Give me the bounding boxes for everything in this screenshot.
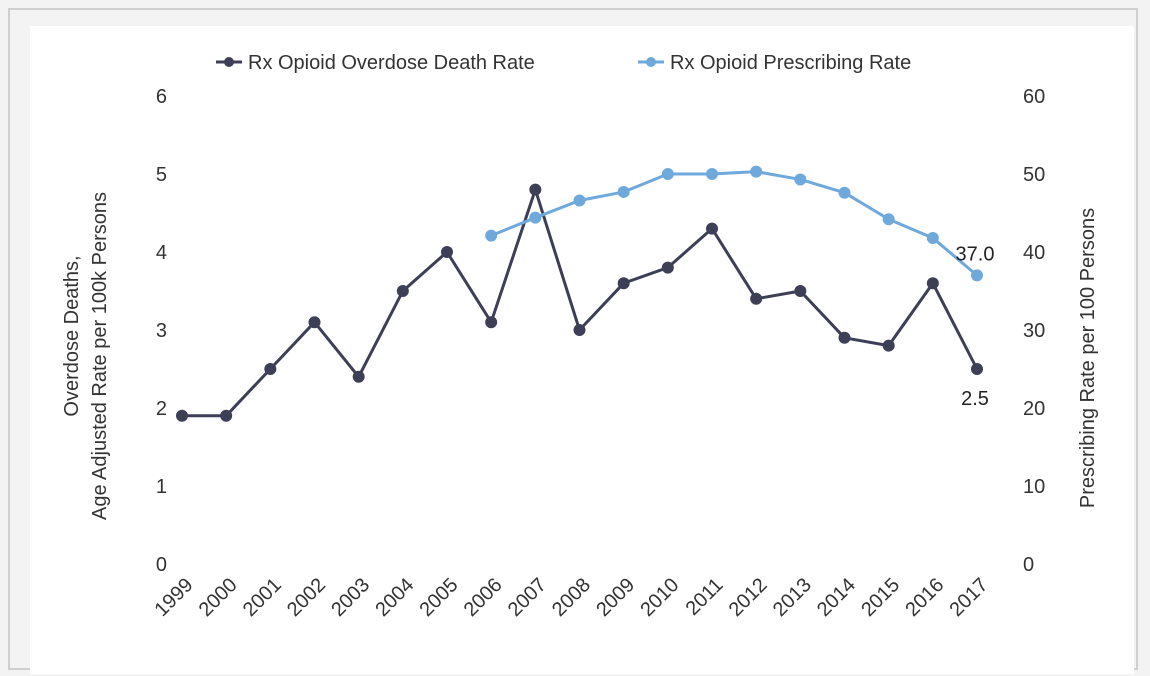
series-line-rx-opioid-overdose-death-rate [182,188,979,418]
legend-label-prescribing-rate: Rx Opioid Prescribing Rate [670,52,911,74]
data-point-rx-opioid-overdose-death-rate [396,285,409,297]
data-point-rx-opioid-overdose-death-rate [750,292,763,305]
data-point-rx-opioid-prescribing-rate [661,168,674,180]
y-left-tick-label: 3 [156,320,167,342]
y-right-tick-label: 40 [1023,242,1045,264]
y-left-tick-label: 2 [156,398,167,420]
data-point-rx-opioid-overdose-death-rate [971,363,983,375]
x-tick-label: 2009 [592,574,639,621]
x-tick-label: 2002 [283,574,330,621]
x-tick-label: 2010 [636,574,683,621]
y-axis-right-ticks: 0 10 20 30 40 50 60 [1023,86,1045,576]
x-tick-label: 1999 [151,574,198,621]
x-tick-label: 2012 [725,574,772,621]
data-label-rx-opioid-overdose-death-rate: 2.5 [961,388,989,410]
y-axis-left-ticks: 0 1 2 3 4 5 6 [156,86,167,576]
x-axis-ticks: 1999200020012002200320042005200620072008… [151,574,993,621]
x-tick-label: 2006 [460,574,507,621]
x-tick-label: 2013 [769,574,816,621]
data-point-rx-opioid-prescribing-rate [882,213,895,226]
x-tick-label: 2003 [327,574,374,621]
y-left-tick-label: 6 [156,86,167,108]
series-lines [182,170,979,418]
data-point-rx-opioid-overdose-death-rate [264,363,277,375]
y-right-tick-label: 50 [1023,164,1045,186]
legend-label-death-rate: Rx Opioid Overdose Death Rate [248,52,535,74]
y-axis-left-title-line2: Age Adjusted Rate per 100k Persons [89,192,111,520]
data-point-rx-opioid-overdose-death-rate [882,339,895,352]
x-tick-label: 2016 [901,574,948,621]
y-left-tick-label: 5 [156,164,167,186]
data-point-rx-opioid-overdose-death-rate [926,277,939,290]
x-tick-label: 2008 [548,574,595,621]
x-tick-label: 2004 [371,574,418,621]
series-points [176,165,983,422]
data-point-rx-opioid-prescribing-rate [573,194,586,207]
legend-item-prescribing-rate: Rx Opioid Prescribing Rate [638,52,911,74]
x-tick-label: 2017 [946,574,993,621]
data-point-rx-opioid-prescribing-rate [529,211,542,224]
chart-panel: Rx Opioid Overdose Death Rate Rx Opioid … [30,26,1134,674]
y-axis-right-title: Prescribing Rate per 100 Persons [1077,208,1099,508]
x-tick-label: 2011 [682,574,728,620]
data-point-rx-opioid-overdose-death-rate [220,409,233,422]
data-point-rx-opioid-overdose-death-rate [573,324,586,336]
y-right-tick-label: 0 [1023,554,1034,576]
data-point-rx-opioid-prescribing-rate [617,185,630,198]
legend-item-death-rate: Rx Opioid Overdose Death Rate [216,52,535,74]
legend-marker-death-rate [224,57,234,67]
data-point-rx-opioid-overdose-death-rate [176,409,188,422]
data-point-rx-opioid-prescribing-rate [706,168,718,180]
legend: Rx Opioid Overdose Death Rate Rx Opioid … [216,52,911,74]
data-point-rx-opioid-prescribing-rate [926,231,939,244]
y-left-tick-label: 4 [156,242,167,264]
data-point-rx-opioid-overdose-death-rate [529,183,542,196]
x-tick-label: 2001 [239,574,286,621]
legend-marker-prescribing-rate [646,57,656,67]
x-tick-label: 2000 [195,574,242,621]
data-point-rx-opioid-overdose-death-rate [706,222,718,235]
x-tick-label: 2014 [813,574,860,621]
data-point-rx-opioid-prescribing-rate [971,269,983,282]
data-point-rx-opioid-overdose-death-rate [352,370,365,383]
x-tick-label: 2015 [857,574,904,621]
data-point-rx-opioid-prescribing-rate [485,229,498,242]
x-tick-label: 2005 [416,574,463,621]
y-left-tick-label: 0 [156,554,167,576]
x-tick-label: 2007 [504,574,551,621]
y-right-tick-label: 20 [1023,398,1045,420]
y-left-tick-label: 1 [156,476,167,498]
data-point-rx-opioid-prescribing-rate [750,165,763,178]
data-label-rx-opioid-prescribing-rate: 37.0 [956,243,995,265]
data-point-rx-opioid-overdose-death-rate [794,285,807,297]
data-point-rx-opioid-prescribing-rate [794,173,807,186]
data-labels: 2.5 37.0 [956,243,995,410]
data-point-rx-opioid-overdose-death-rate [441,246,453,258]
data-point-rx-opioid-overdose-death-rate [661,261,674,274]
line-chart: Rx Opioid Overdose Death Rate Rx Opioid … [61,52,1099,621]
y-right-tick-label: 10 [1023,476,1045,498]
data-point-rx-opioid-overdose-death-rate [308,316,321,329]
data-point-rx-opioid-overdose-death-rate [617,277,630,290]
series-line-rx-opioid-prescribing-rate [490,170,978,277]
data-point-rx-opioid-overdose-death-rate [485,316,498,329]
y-right-tick-label: 60 [1023,86,1045,108]
y-axis-left-title-line1: Overdose Deaths, [61,255,83,416]
data-point-rx-opioid-prescribing-rate [838,186,851,199]
y-right-tick-label: 30 [1023,320,1045,342]
data-point-rx-opioid-overdose-death-rate [838,331,851,344]
